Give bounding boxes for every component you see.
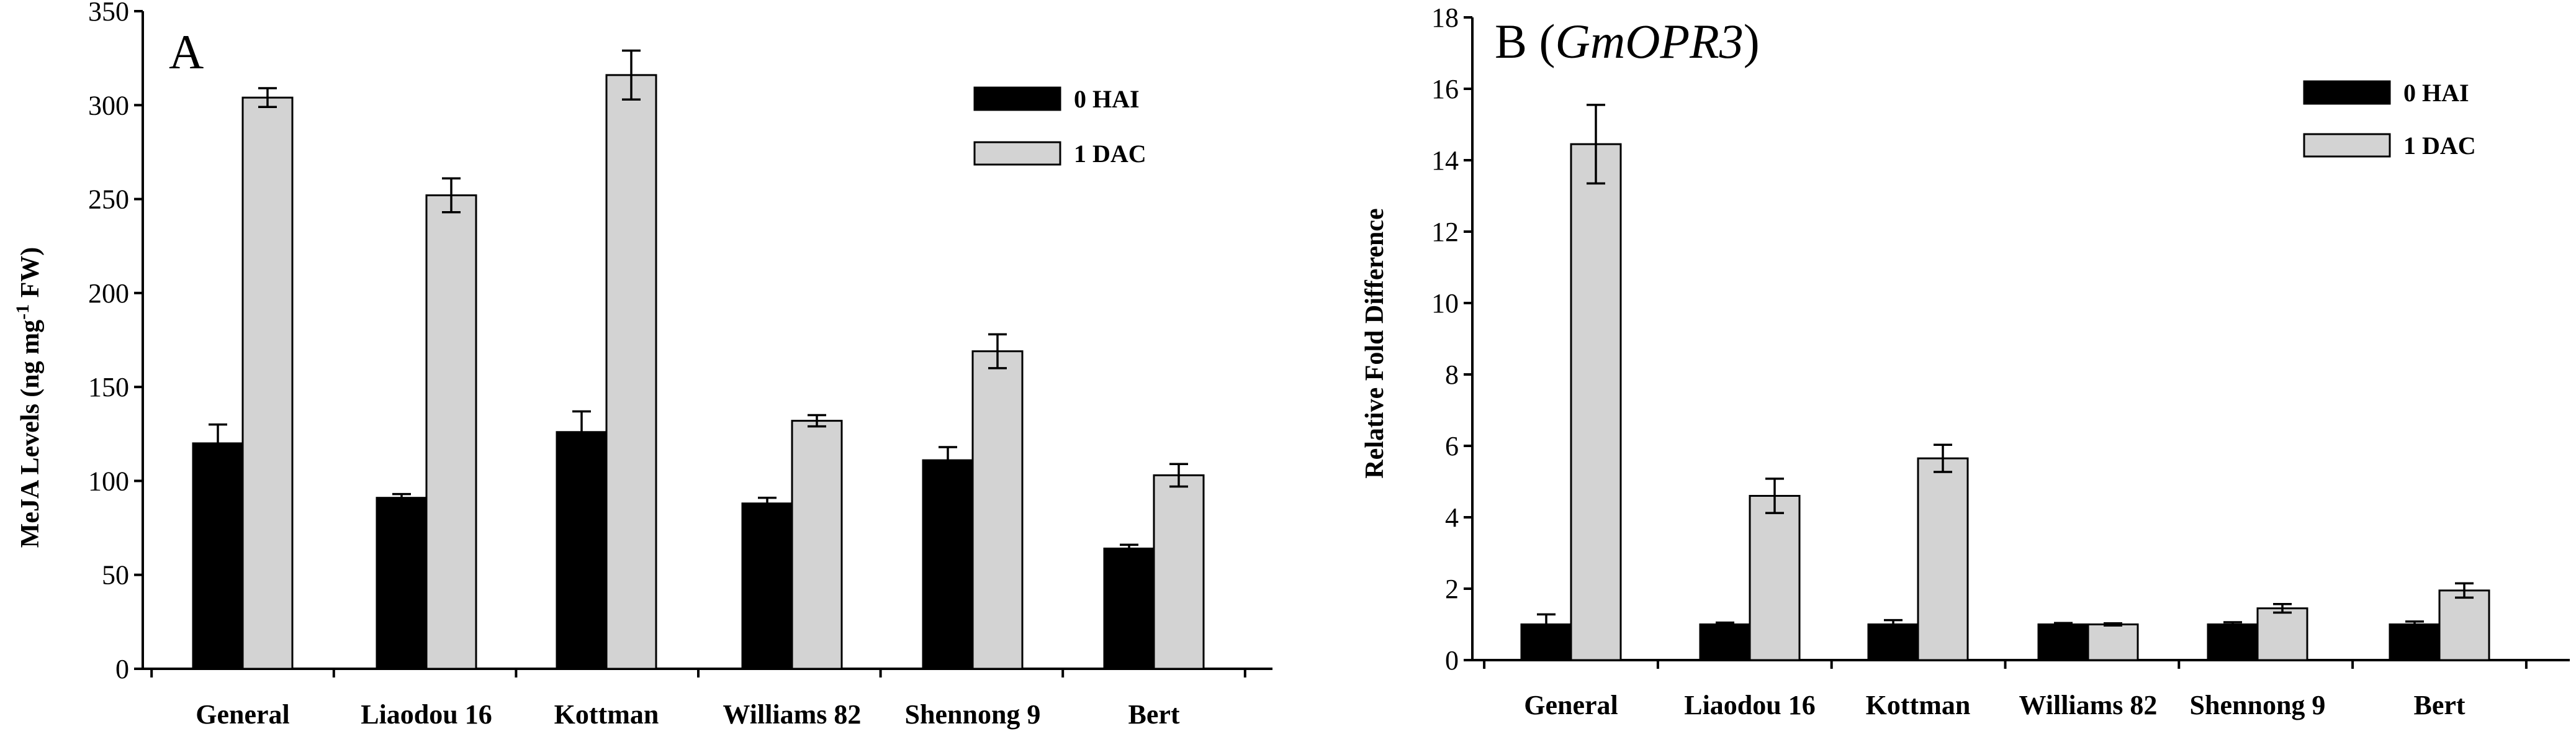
panel-b-bar-0-hai xyxy=(1699,623,1751,661)
panel-a-y-tick-label: 200 xyxy=(88,278,129,309)
panel-a-legend-swatch-1-dac xyxy=(973,141,1061,166)
panel-a-bar-1-dac xyxy=(605,74,657,670)
panel-a-y-tick-label: 150 xyxy=(88,372,129,402)
panel-a-category-label: Williams 82 xyxy=(723,699,862,730)
panel-b-legend-swatch-0-hai xyxy=(2303,80,2391,105)
panel-b-legend-label: 1 DAC xyxy=(2403,132,2476,160)
panel-a-y-axis-label: MeJA Levels (ng mg-1 FW) xyxy=(12,247,45,548)
panel-b-label: B (GmOPR3) xyxy=(1495,14,1760,68)
panel-a-bar-0-hai xyxy=(556,431,608,670)
panel-b-y-tick-label: 10 xyxy=(1431,288,1459,319)
panel-a-y-tick-label: 0 xyxy=(115,654,129,684)
panel-a-category-label: Bert xyxy=(1128,699,1179,730)
panel-b-bar-0-hai xyxy=(2207,623,2259,661)
panel-b-y-tick-label: 12 xyxy=(1431,217,1459,247)
panel-a-y-tick-label: 100 xyxy=(88,466,129,496)
panel-b-legend: 0 HAI 1 DAC xyxy=(2303,79,2476,160)
panel-a-legend-label: 1 DAC xyxy=(1074,140,1146,168)
panel-b-y-axis-label: Relative Fold Difference xyxy=(1361,208,1389,478)
panel-b-y-tick-label: 6 xyxy=(1445,431,1459,461)
panel-a-bar-0-hai xyxy=(376,497,428,670)
panel-a-y-tick-label: 350 xyxy=(88,0,129,27)
panel-a-y-tick-label: 300 xyxy=(88,90,129,120)
panel-b-y-tick-label: 0 xyxy=(1445,645,1459,676)
panel-a-legend-label: 0 HAI xyxy=(1074,85,1140,113)
panel-b-category-label: Shennong 9 xyxy=(2190,690,2326,720)
panel-b-bar-1-dac xyxy=(1570,143,1622,661)
panel-b-bars xyxy=(1520,104,2490,661)
panel-b-category-label: Liaodou 16 xyxy=(1684,690,1816,720)
panel-b-bar-0-hai xyxy=(1867,623,1919,661)
panel-b-category-label: Kottman xyxy=(1866,690,1971,720)
panel-b-bar-1-dac xyxy=(2087,623,2139,661)
panel-b-legend-swatch-1-dac xyxy=(2303,133,2391,158)
panel-a-category-label: Kottman xyxy=(554,699,659,730)
panel-b-legend-label: 0 HAI xyxy=(2403,79,2469,107)
panel-a-bar-0-hai xyxy=(922,459,974,670)
panel-b-bar-1-dac xyxy=(1917,457,1969,661)
panel-b-category-label: General xyxy=(1524,690,1618,720)
panel-b-category-label: Bert xyxy=(2413,690,2465,720)
panel-a-bar-1-dac xyxy=(425,194,477,670)
panel-b-category-label: Williams 82 xyxy=(2019,690,2158,720)
panel-b-bar-1-dac xyxy=(1749,495,1801,661)
panel-b-y-tick-label: 2 xyxy=(1445,574,1459,604)
panel-b-y-tick-label: 16 xyxy=(1431,74,1459,104)
panel-b-bar-1-dac xyxy=(2256,607,2308,661)
chart-panel-b: B (GmOPR3) Relative Fold Difference 0 2 4 6… xyxy=(1361,2,2570,720)
panel-a-legend: 0 HAI 1 DAC xyxy=(973,85,1146,168)
panel-a-legend-swatch-0-hai xyxy=(973,86,1061,111)
panel-a-axes: 0 50 100 150 200 250 300 350 General Liaodou 16 Ko… xyxy=(88,0,1272,730)
panel-a-category-label: Liaodou 16 xyxy=(361,699,492,730)
panel-b-y-tick-label: 4 xyxy=(1445,502,1459,533)
panel-b-y-tick-label: 18 xyxy=(1431,2,1459,33)
panel-a-bar-1-dac xyxy=(791,420,843,670)
panel-a-label: A xyxy=(169,25,204,79)
panel-a-bar-1-dac xyxy=(971,350,1024,670)
panel-b-bar-0-hai xyxy=(2037,623,2089,661)
panel-a-y-tick-label: 250 xyxy=(88,184,129,215)
panel-b-bar-1-dac xyxy=(2438,589,2490,661)
panel-b-axes: 0 2 4 6 8 10 12 14 16 18 General Liaodou 16 Kottman W… xyxy=(1431,2,2570,720)
panel-a-category-label: General xyxy=(196,699,290,730)
panel-b-bar-0-hai xyxy=(2389,623,2441,661)
panel-a-y-tick-label: 50 xyxy=(102,560,129,591)
chart-panel-a: A MeJA Levels (ng mg-1 FW) 0 50 100 150 200 2… xyxy=(12,0,1272,730)
panel-a-bar-1-dac xyxy=(1153,474,1205,670)
panel-b-y-tick-label: 14 xyxy=(1431,145,1459,176)
panel-a-bar-1-dac xyxy=(241,96,294,670)
panel-a-bar-0-hai xyxy=(192,442,244,670)
panel-b-y-tick-label: 8 xyxy=(1445,360,1459,390)
panel-a-category-label: Shennong 9 xyxy=(905,699,1041,730)
panel-a-bars xyxy=(192,49,1205,670)
panel-a-bar-0-hai xyxy=(741,502,793,670)
panel-a-bar-0-hai xyxy=(1103,547,1155,670)
